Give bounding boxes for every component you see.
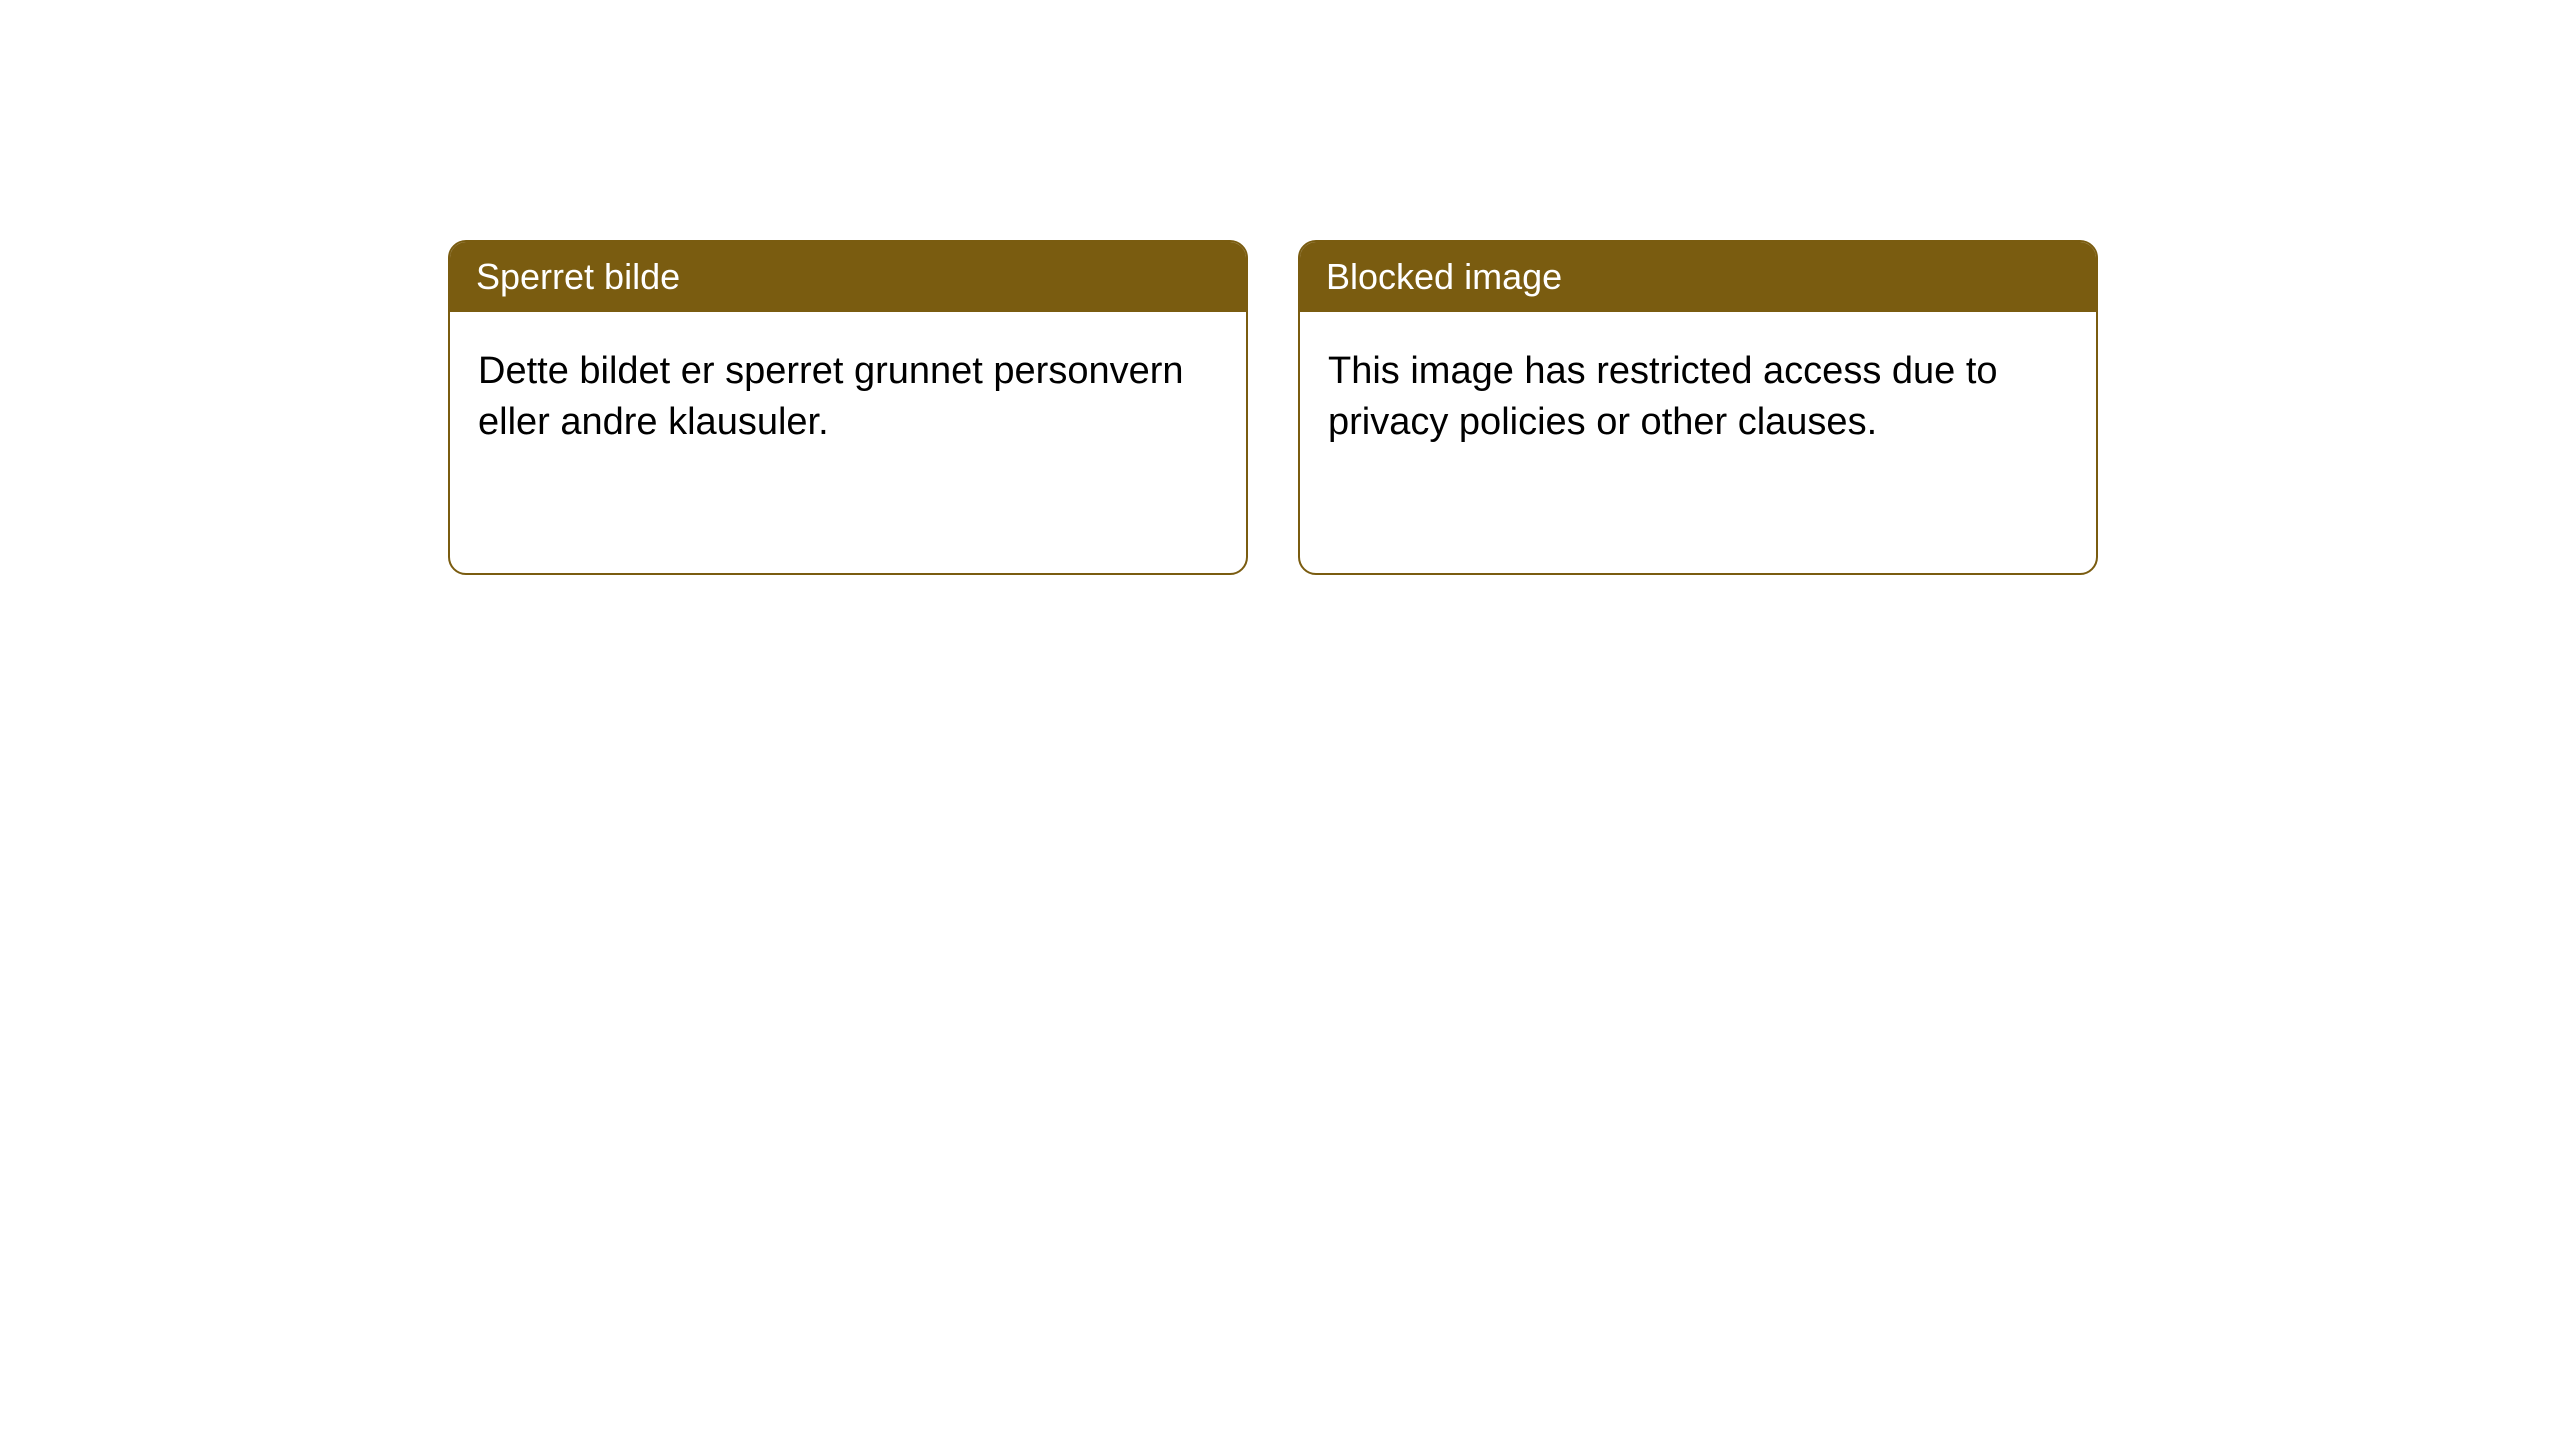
notice-card-norwegian: Sperret bilde Dette bildet er sperret gr…: [448, 240, 1248, 575]
notice-title: Sperret bilde: [450, 242, 1246, 312]
notice-body: This image has restricted access due to …: [1300, 312, 2096, 483]
notice-card-english: Blocked image This image has restricted …: [1298, 240, 2098, 575]
notice-body: Dette bildet er sperret grunnet personve…: [450, 312, 1246, 483]
notice-container: Sperret bilde Dette bildet er sperret gr…: [448, 240, 2098, 575]
notice-title: Blocked image: [1300, 242, 2096, 312]
